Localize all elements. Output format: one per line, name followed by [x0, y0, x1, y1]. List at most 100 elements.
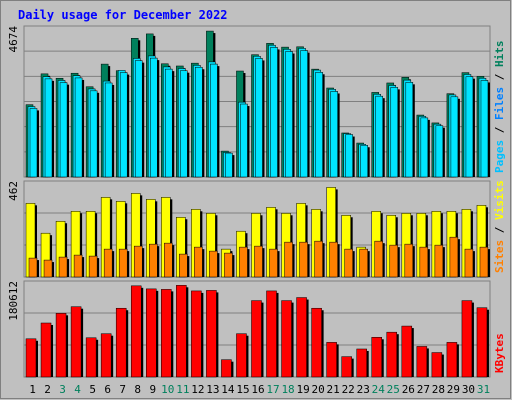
panel-kbytes: 180612 KBytes: [7, 280, 506, 378]
bar-sites: [254, 245, 263, 278]
day-label: 4: [74, 383, 81, 396]
bar-sites: [149, 243, 158, 278]
series-label-separator: /: [493, 120, 506, 140]
bar-sites: [118, 248, 128, 278]
bar-pages: [29, 108, 38, 178]
bar-kbytes: [161, 289, 172, 378]
day-label: 22: [342, 383, 355, 396]
bar-kbytes: [251, 300, 262, 378]
bar-kbytes: [221, 359, 232, 378]
bar-sites: [224, 252, 233, 278]
bar-pages: [74, 77, 83, 178]
day-label: 11: [176, 383, 189, 396]
bar-pages: [225, 152, 233, 178]
bar-pages: [480, 80, 489, 178]
day-label: 24: [372, 383, 386, 396]
day-label: 13: [206, 383, 219, 396]
bar-pages: [240, 103, 248, 178]
bar-kbytes: [146, 288, 157, 378]
bar-sites: [464, 248, 474, 278]
panel-hits-files-pages: 4674 Pages / Files / Hits: [7, 25, 506, 178]
series-label-visits: Visits: [493, 180, 506, 220]
series-label: Sites / Visits: [493, 180, 506, 273]
bar-kbytes: [356, 348, 367, 378]
bar-pages: [390, 87, 399, 178]
bar-kbytes: [236, 333, 247, 378]
bar-pages: [134, 60, 143, 178]
bar-kbytes: [281, 300, 292, 378]
bar-sites: [73, 254, 83, 278]
day-label: 16: [251, 383, 264, 396]
day-label: 1: [29, 383, 36, 396]
bar-pages: [119, 72, 128, 178]
series-label-hits: Hits: [493, 41, 506, 68]
series-label-kbytes: KBytes: [493, 333, 506, 373]
bar-kbytes: [266, 290, 277, 378]
bar-kbytes: [40, 322, 52, 378]
series-label-separator: /: [493, 67, 506, 87]
bar-sites: [103, 248, 113, 278]
bar-sites: [314, 240, 323, 278]
bar-sites: [58, 256, 68, 278]
panel-visits-sites: 462 Sites / Visits: [7, 180, 506, 278]
bar-sites: [194, 246, 203, 278]
day-label: 23: [357, 383, 370, 396]
bar-kbytes: [85, 337, 97, 378]
bar-sites: [299, 241, 308, 278]
day-label: 7: [119, 383, 126, 396]
bar-kbytes: [416, 346, 428, 378]
bar-kbytes: [70, 306, 82, 378]
bar-kbytes: [176, 285, 187, 378]
day-label: 30: [462, 383, 475, 396]
day-label: 14: [221, 383, 235, 396]
bar-kbytes: [476, 307, 488, 378]
bar-sites: [133, 245, 143, 278]
bar-sites: [179, 253, 188, 278]
bar-sites: [389, 244, 399, 278]
bar-sites: [88, 255, 98, 278]
series-label-files: Files: [493, 87, 506, 120]
y-max-label: 462: [7, 181, 20, 201]
day-label: 9: [149, 383, 156, 396]
day-label: 6: [104, 383, 111, 396]
bar-pages: [270, 47, 278, 178]
bar-pages: [375, 95, 383, 178]
bar-sites: [284, 241, 293, 278]
bar-pages: [300, 50, 308, 178]
bar-sites: [164, 242, 173, 278]
bar-kbytes: [326, 342, 337, 378]
bar-pages: [465, 76, 474, 178]
bar-pages: [165, 68, 173, 178]
bar-kbytes: [206, 290, 217, 378]
bar-sites: [344, 248, 353, 278]
day-label: 5: [89, 383, 96, 396]
bar-pages: [330, 91, 338, 178]
bar-kbytes: [446, 342, 458, 378]
y-max-label: 4674: [7, 26, 20, 53]
bar-kbytes: [431, 352, 443, 378]
chart-title: Daily usage for December 2022: [18, 8, 228, 22]
bar-sites: [359, 248, 368, 278]
bar-sites: [404, 243, 414, 278]
series-label: Pages / Files / Hits: [493, 41, 506, 174]
bar-pages: [345, 134, 353, 178]
day-label: 26: [402, 383, 415, 396]
bar-sites: [43, 259, 53, 278]
bar-sites: [28, 257, 38, 278]
bar-kbytes: [386, 331, 398, 378]
bar-kbytes: [341, 356, 352, 378]
bar-kbytes: [115, 307, 127, 378]
bar-sites: [419, 246, 429, 278]
day-label: 12: [191, 383, 204, 396]
series-label-separator: /: [493, 220, 506, 240]
series-label: KBytes: [493, 333, 506, 373]
bar-sites: [374, 240, 383, 278]
bar-kbytes: [311, 307, 322, 378]
bar-pages: [405, 82, 414, 178]
day-labels: 1 2 3 4 5 6 7 8 9 10 11 12 13 14 15 16 17 18 19 20 21 22 23 24 2…: [29, 383, 490, 396]
bar-kbytes: [371, 337, 382, 378]
day-label: 21: [327, 383, 340, 396]
bar-sites: [449, 236, 459, 278]
day-label: 18: [281, 383, 294, 396]
